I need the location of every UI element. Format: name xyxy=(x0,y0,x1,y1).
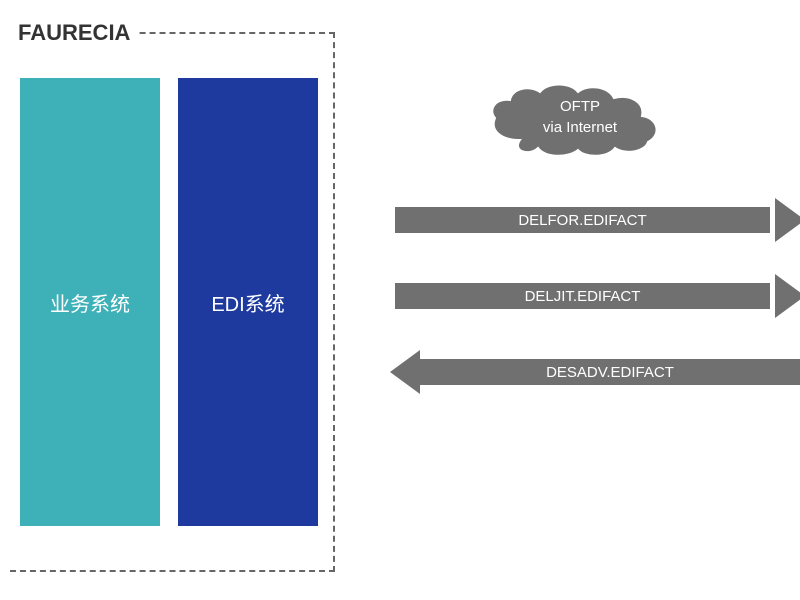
arrow-body: DELJIT.EDIFACT xyxy=(395,283,770,309)
arrow-1: DELJIT.EDIFACT xyxy=(395,274,800,318)
business-system-label: 业务系统 xyxy=(50,288,130,317)
edi-system-label: EDI系统 xyxy=(211,288,284,317)
arrow-body: DELFOR.EDIFACT xyxy=(395,207,770,233)
cloud-line2: via Internet xyxy=(480,117,680,138)
cloud-label: OFTP via Internet xyxy=(480,96,680,138)
edi-system-box: EDI系统 xyxy=(178,78,318,526)
arrow-body: DESADV.EDIFACT xyxy=(420,359,800,385)
business-system-box: 业务系统 xyxy=(20,78,160,526)
arrow-head-right-icon xyxy=(775,274,800,318)
arrow-2: DESADV.EDIFACT xyxy=(395,350,800,394)
arrow-0: DELFOR.EDIFACT xyxy=(395,198,800,242)
arrow-head-right-icon xyxy=(775,198,800,242)
arrow-head-left-icon xyxy=(390,350,420,394)
cloud-line1: OFTP xyxy=(480,96,680,117)
company-label: FAURECIA xyxy=(10,20,138,46)
